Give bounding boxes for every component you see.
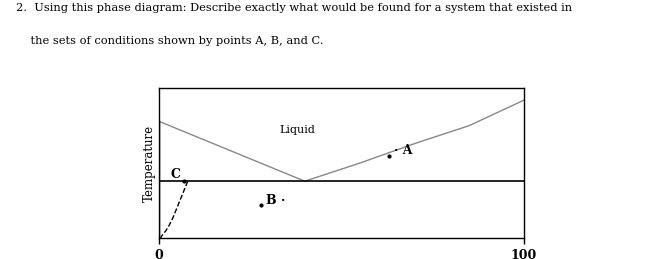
Text: the sets of conditions shown by points A, B, and C.: the sets of conditions shown by points A… [16,36,324,46]
Text: · A: · A [394,144,413,157]
Text: C: C [170,168,181,181]
Text: 2.  Using this phase diagram: Describe exactly what would be found for a system : 2. Using this phase diagram: Describe ex… [16,3,573,13]
Y-axis label: Temperature: Temperature [143,125,156,202]
Text: Liquid: Liquid [280,125,315,135]
Text: B ·: B · [267,194,286,207]
